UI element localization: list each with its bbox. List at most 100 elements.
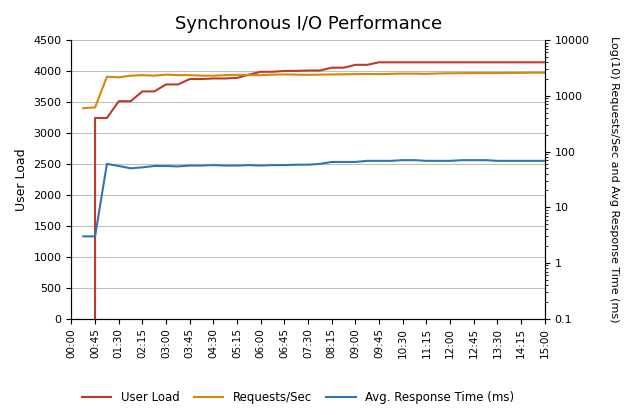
Avg. Response Time (ms) [127,166,134,171]
Avg. Response Time (ms) [245,163,253,168]
User Load [423,60,430,65]
User Load [387,60,395,65]
User Load [446,60,454,65]
Avg. Response Time (ms) [257,163,264,168]
User Load [375,60,383,65]
Requests/Sec [221,73,229,78]
Requests/Sec [198,73,205,78]
Requests/Sec [541,70,548,75]
User Load [221,76,229,81]
Line: User Load: User Load [72,62,545,415]
Avg. Response Time (ms) [423,159,430,164]
Requests/Sec [79,106,87,111]
Requests/Sec [328,72,335,77]
Requests/Sec [517,71,525,76]
Avg. Response Time (ms) [328,159,335,164]
Requests/Sec [233,72,241,77]
Requests/Sec [91,105,99,110]
Requests/Sec [115,75,122,80]
Avg. Response Time (ms) [399,158,406,163]
Requests/Sec [269,72,276,77]
Line: Avg. Response Time (ms): Avg. Response Time (ms) [83,160,545,237]
Avg. Response Time (ms) [304,162,312,167]
Avg. Response Time (ms) [139,165,146,170]
User Load [269,69,276,74]
User Load [150,89,158,94]
Avg. Response Time (ms) [316,161,324,166]
Avg. Response Time (ms) [103,161,111,166]
Avg. Response Time (ms) [541,159,548,164]
Requests/Sec [281,72,288,77]
Requests/Sec [434,71,442,76]
Requests/Sec [103,74,111,79]
Requests/Sec [387,71,395,76]
Legend: User Load, Requests/Sec, Avg. Response Time (ms): User Load, Requests/Sec, Avg. Response T… [77,387,519,409]
User Load [186,76,193,81]
User Load [505,60,513,65]
User Load [304,68,312,73]
Avg. Response Time (ms) [411,158,418,163]
Requests/Sec [411,71,418,76]
Avg. Response Time (ms) [115,164,122,168]
Avg. Response Time (ms) [375,159,383,164]
User Load [162,82,170,87]
Avg. Response Time (ms) [529,159,537,164]
Title: Synchronous I/O Performance: Synchronous I/O Performance [174,15,442,33]
User Load [328,65,335,70]
Requests/Sec [257,73,264,78]
Requests/Sec [340,72,347,77]
Requests/Sec [210,73,217,78]
Avg. Response Time (ms) [494,159,501,164]
User Load [363,62,371,67]
User Load [517,60,525,65]
Avg. Response Time (ms) [198,163,205,168]
User Load [115,99,122,104]
Requests/Sec [127,73,134,78]
Requests/Sec [316,72,324,77]
Requests/Sec [482,71,489,76]
Avg. Response Time (ms) [470,158,477,163]
User Load [174,82,182,87]
User Load [458,60,466,65]
Requests/Sec [458,71,466,76]
Avg. Response Time (ms) [505,159,513,164]
Avg. Response Time (ms) [458,158,466,163]
Requests/Sec [352,72,359,77]
Requests/Sec [292,72,300,77]
Avg. Response Time (ms) [387,159,395,164]
User Load [541,60,548,65]
Avg. Response Time (ms) [482,158,489,163]
User Load [470,60,477,65]
Requests/Sec [446,71,454,76]
User Load [103,115,111,120]
Requests/Sec [423,71,430,76]
User Load [281,68,288,73]
Requests/Sec [399,71,406,76]
Requests/Sec [150,73,158,78]
Avg. Response Time (ms) [186,163,193,168]
Avg. Response Time (ms) [292,162,300,167]
User Load [399,60,406,65]
User Load [529,60,537,65]
Avg. Response Time (ms) [174,164,182,169]
Y-axis label: User Load: User Load [15,148,28,211]
User Load [233,76,241,81]
Avg. Response Time (ms) [517,159,525,164]
Avg. Response Time (ms) [363,159,371,164]
User Load [292,68,300,73]
User Load [245,72,253,77]
Avg. Response Time (ms) [91,234,99,239]
Avg. Response Time (ms) [446,159,454,164]
User Load [91,115,99,120]
User Load [257,69,264,74]
Requests/Sec [304,72,312,77]
Requests/Sec [494,71,501,76]
User Load [127,99,134,104]
Avg. Response Time (ms) [162,164,170,168]
Requests/Sec [363,71,371,76]
Requests/Sec [375,72,383,77]
Requests/Sec [245,73,253,78]
Requests/Sec [174,73,182,78]
User Load [316,68,324,73]
Avg. Response Time (ms) [221,163,229,168]
